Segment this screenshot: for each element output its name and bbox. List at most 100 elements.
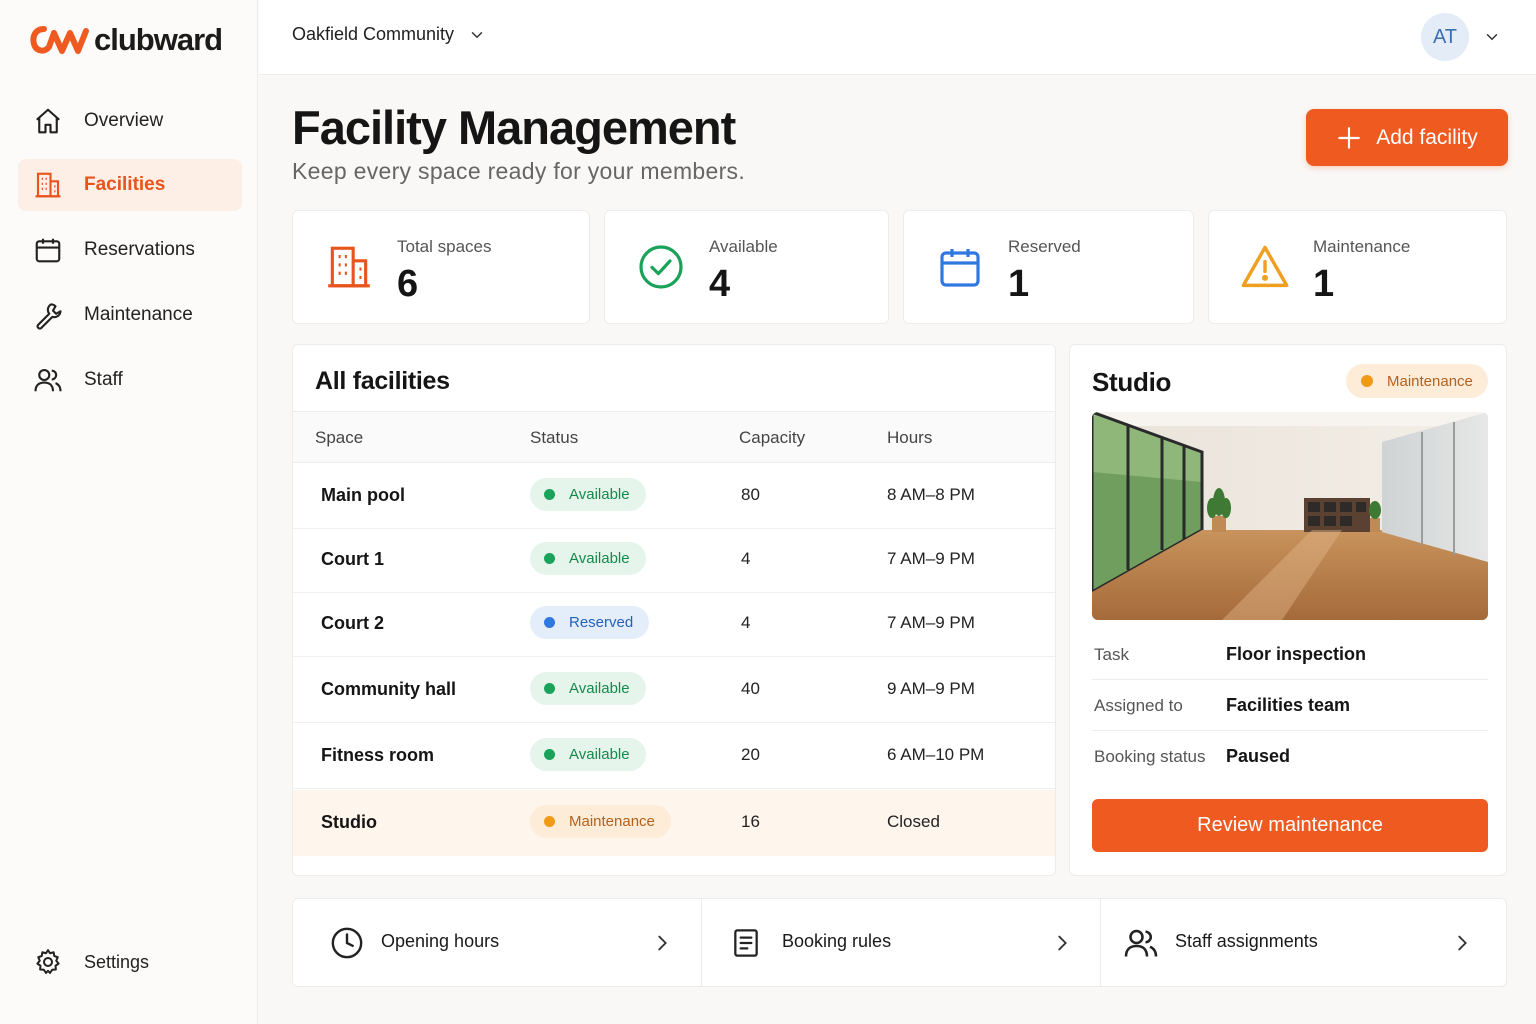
add-facility-label: Add facility [1376,125,1478,149]
stat-label: Reserved [1008,237,1081,256]
table-row[interactable]: Court 2 Reserved 4 7 AM–9 PM [293,591,1055,657]
community-selector[interactable]: Oakfield Community [292,24,486,45]
cell-capacity: 40 [741,679,760,698]
status-text: Available [569,486,630,503]
quick-links: Opening hours Booking rules Staff assign… [292,898,1507,987]
cell-hours: 7 AM–9 PM [887,549,975,568]
table-row[interactable]: Community hall Available 40 9 AM–9 PM [293,657,1055,723]
status-dot [544,816,555,827]
sidebar: clubward Overview Facilities Reservation… [0,0,258,1024]
check-circle-icon [631,237,691,297]
status-badge: Reserved [530,606,650,639]
chevron-right-icon [658,935,667,951]
status-text: Reserved [569,614,634,631]
sidebar-item-label: Overview [84,110,164,131]
document-icon [728,925,764,961]
chevron-right-icon [1058,935,1067,951]
status-dot [544,553,555,564]
facility-detail-panel: Studio Maintenance [1069,344,1507,876]
chevron-down-icon [471,31,483,38]
status-dot [544,617,555,628]
add-facility-button[interactable]: Add facility [1306,109,1508,166]
status-badge: Available [530,542,646,575]
stat-value: 4 [709,263,731,305]
status-badge: Available [530,738,646,771]
page-title: Facility Management [292,101,736,154]
table-row-selected[interactable]: Studio Maintenance 16 Closed [293,790,1055,856]
cell-hours: 9 AM–9 PM [887,679,975,698]
table-row[interactable]: Main pool Available 80 8 AM–8 PM [293,463,1055,529]
building-icon [32,169,64,201]
page-subtitle: Keep every space ready for your members. [292,158,746,184]
users-icon [1123,925,1159,961]
stat-value: 1 [1008,263,1030,305]
sidebar-item-reservations[interactable]: Reservations [18,224,242,276]
facility-photo [1092,412,1488,620]
status-badge: Maintenance [530,805,671,838]
cell-hours: 6 AM–10 PM [887,745,985,764]
wrench-icon [32,299,64,331]
gear-icon [32,946,64,978]
review-maintenance-button[interactable]: Review maintenance [1092,799,1488,852]
cell-capacity: 20 [741,745,760,764]
sidebar-item-settings[interactable]: Settings [18,936,242,988]
sidebar-item-label: Reservations [84,239,195,260]
column-header-hours[interactable]: Hours [887,428,933,447]
table-row[interactable]: Court 1 Available 4 7 AM–9 PM [293,527,1055,593]
sidebar-item-label: Facilities [84,174,166,195]
sidebar-item-label: Maintenance [84,304,193,325]
plus-icon [1338,126,1361,149]
cell-capacity: 4 [741,549,751,568]
column-header-space[interactable]: Space [315,428,364,447]
table-row[interactable]: Fitness room Available 20 6 AM–10 PM [293,723,1055,789]
brand-logo[interactable]: clubward [30,22,223,58]
sidebar-item-maintenance[interactable]: Maintenance [18,289,242,341]
calendar-icon [32,234,64,266]
quick-link-label: Booking rules [782,931,892,951]
divider [701,899,702,987]
detail-key: Task [1094,645,1129,664]
status-text: Available [569,550,630,567]
status-dot [544,749,555,760]
community-name: Oakfield Community [292,24,455,44]
status-text: Maintenance [1387,372,1473,390]
detail-key: Booking status [1094,747,1206,766]
quick-link-opening-hours[interactable]: Opening hours [293,899,701,987]
stat-value: 1 [1313,263,1335,305]
status-dot [544,489,555,500]
status-badge: Maintenance [1346,364,1488,398]
cell-space: Studio [321,812,377,832]
table-title: All facilities [315,367,450,395]
stat-value: 6 [397,263,419,305]
status-text: Available [569,680,630,697]
chevron-down-icon[interactable] [1483,28,1501,46]
detail-row-task: Task Floor inspection [1092,629,1488,680]
stat-label: Available [709,237,778,256]
stat-card-available: Available 4 [604,210,889,324]
status-badge: Available [530,478,646,511]
cell-space: Court 1 [321,549,384,569]
quick-link-label: Opening hours [381,931,500,951]
sidebar-item-overview[interactable]: Overview [18,95,242,147]
cell-capacity: 16 [741,812,760,831]
avatar[interactable]: AT [1421,13,1469,61]
sidebar-item-facilities[interactable]: Facilities [18,159,242,211]
column-header-status[interactable]: Status [530,428,579,447]
users-icon [32,364,64,396]
detail-title: Studio [1092,367,1172,397]
quick-link-staff-assignments[interactable]: Staff assignments [1101,899,1506,987]
calendar-icon [930,237,990,297]
settings-label: Settings [84,951,150,972]
stat-card-maintenance: Maintenance 1 [1208,210,1507,324]
stat-label: Total spaces [397,237,492,256]
quick-link-booking-rules[interactable]: Booking rules [702,899,1100,987]
detail-value: Facilities team [1226,695,1351,715]
detail-value: Floor inspection [1226,644,1367,664]
sidebar-item-staff[interactable]: Staff [18,354,242,406]
facilities-table-card: All facilities Space Status Capacity Hou… [292,344,1056,876]
table-header: Space Status Capacity Hours [293,411,1055,463]
cell-space: Main pool [321,485,405,505]
sidebar-item-label: Staff [84,369,123,390]
cell-hours: Closed [887,812,940,831]
column-header-capacity[interactable]: Capacity [739,428,806,447]
